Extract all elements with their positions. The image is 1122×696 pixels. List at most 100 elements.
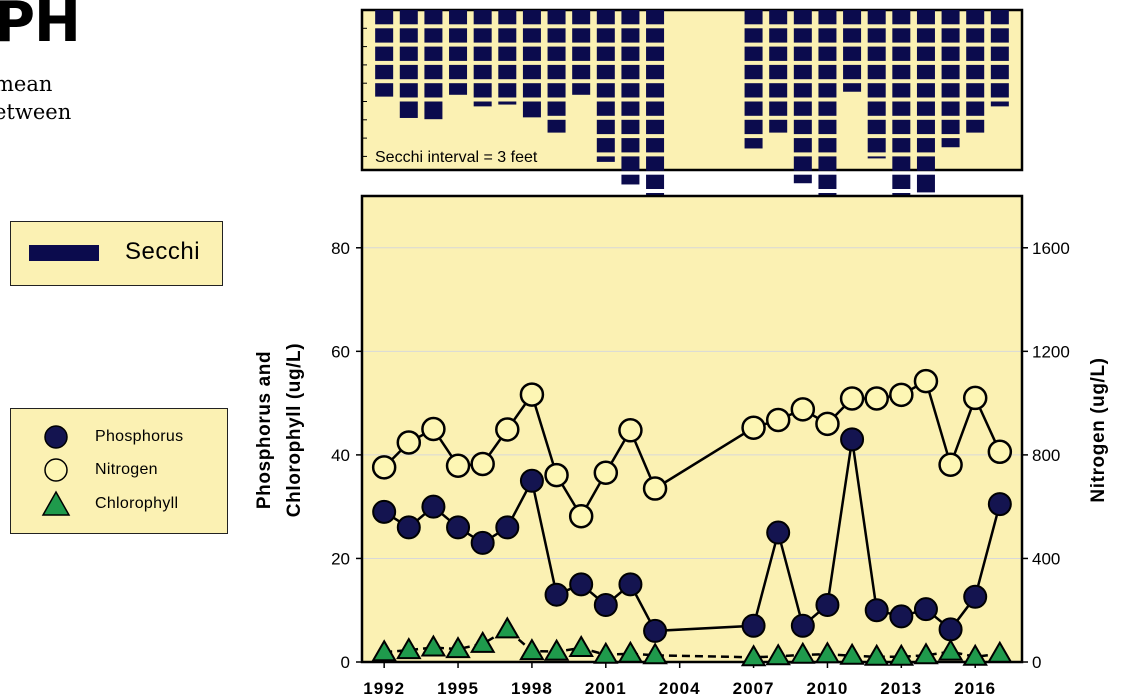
- secchi-bar-block: [990, 83, 1009, 98]
- chlorophyll-point: [519, 638, 545, 661]
- secchi-bar-block: [916, 138, 935, 153]
- secchi-bar-block: [793, 64, 812, 80]
- secchi-bar-block: [892, 138, 911, 153]
- page-blurb-line-1: mean: [0, 72, 53, 96]
- chlorophyll-point: [962, 643, 988, 666]
- page-blurb-line-2: etween: [0, 100, 72, 124]
- secchi-bar-block: [498, 10, 517, 25]
- chlorophyll-point: [814, 641, 841, 664]
- secchi-bar-block: [596, 119, 615, 135]
- chlorophyll-point: [494, 616, 521, 639]
- secchi-bar: [744, 10, 763, 149]
- nitrogen-point: [470, 451, 495, 477]
- secchi-bar-block: [522, 101, 541, 118]
- y-tick-label: 80: [331, 239, 350, 258]
- secchi-bar-block: [473, 46, 492, 61]
- x-tick-label: 1995: [437, 679, 479, 696]
- secchi-bar-block: [621, 10, 640, 25]
- secchi-bar-block: [867, 138, 886, 153]
- chlorophyll-point: [445, 636, 471, 659]
- secchi-bar-block: [941, 119, 960, 135]
- secchi-bar-block: [892, 46, 911, 61]
- secchi-bar: [547, 10, 566, 133]
- secchi-bar: [867, 10, 886, 159]
- y2-tick-label: 1200: [1032, 342, 1070, 361]
- x-tick-label: 2016: [954, 679, 996, 696]
- secchi-bar-block: [769, 10, 788, 25]
- secchi-bar-block: [867, 28, 886, 43]
- legend-label-chlorophyll: Chlorophyll: [95, 495, 179, 512]
- secchi-bar-block: [621, 174, 640, 185]
- secchi-bar-block: [793, 83, 812, 98]
- secchi-bar-block: [941, 101, 960, 116]
- legend-label-nitrogen: Nitrogen: [95, 461, 158, 478]
- secchi-bar-block: [399, 83, 418, 98]
- secchi-bar-block: [892, 119, 911, 135]
- secchi-bar-block: [990, 101, 1009, 107]
- secchi-bar-block: [547, 101, 566, 116]
- secchi-bar-block: [473, 64, 492, 80]
- phosphorus-marker-icon: [44, 425, 68, 449]
- secchi-bar-block: [867, 64, 886, 80]
- secchi-bar-block: [522, 28, 541, 43]
- y2-tick-label: 1600: [1032, 239, 1070, 258]
- nitrogen-point: [568, 503, 594, 529]
- secchi-bar-block: [473, 10, 492, 25]
- nitrogen-point: [396, 430, 422, 455]
- secchi-bar-block: [449, 28, 468, 43]
- chlorophyll-line: [384, 627, 1000, 659]
- secchi-bar-block: [572, 10, 591, 25]
- secchi-bar-block: [449, 46, 468, 61]
- secchi-bar-block: [867, 156, 886, 159]
- secchi-bar-block: [843, 46, 862, 61]
- secchi-bar-block: [793, 174, 812, 184]
- secchi-bar-block: [399, 28, 418, 43]
- page-blurb: mean etween: [0, 70, 89, 126]
- secchi-bar-block: [892, 28, 911, 43]
- legend-item-phosphorus: Phosphorus: [11, 422, 227, 452]
- secchi-bar-block: [966, 119, 985, 133]
- chlorophyll-point: [888, 643, 915, 666]
- secchi-bar-block: [867, 83, 886, 98]
- secchi-bar-block: [818, 156, 837, 171]
- secchi-bar-block: [646, 46, 665, 61]
- nitrogen-point: [741, 415, 766, 440]
- phosphorus-point: [790, 613, 815, 638]
- nitrogen-point: [445, 453, 471, 479]
- secchi-bar-block: [424, 83, 443, 98]
- nitrogen-point: [938, 452, 963, 477]
- phosphorus-point: [593, 593, 618, 618]
- secchi-bar-block: [793, 156, 812, 171]
- phosphorus-point: [766, 520, 791, 545]
- secchi-panel-frame: [360, 8, 1024, 172]
- secchi-bar-block: [769, 83, 788, 98]
- secchi-bar-block: [990, 28, 1009, 43]
- secchi-bar-block: [916, 101, 935, 116]
- secchi-bar: [941, 10, 960, 148]
- secchi-bar-block: [547, 64, 566, 80]
- secchi-bar-block: [473, 83, 492, 98]
- secchi-bar-block: [744, 119, 763, 135]
- nitrogen-point: [495, 417, 520, 442]
- secchi-bar-block: [867, 119, 886, 135]
- phosphorus-point: [741, 613, 766, 638]
- secchi-bar: [916, 10, 935, 193]
- legend-item-nitrogen: Nitrogen: [11, 455, 227, 485]
- secchi-bar-block: [424, 101, 443, 120]
- plot-area: [362, 196, 1022, 662]
- secchi-bar-block: [892, 10, 911, 25]
- secchi-bar-block: [744, 101, 763, 116]
- chlorophyll-point: [937, 638, 964, 661]
- secchi-bar: [818, 10, 837, 221]
- secchi-bar-block: [843, 28, 862, 43]
- secchi-bar-block: [572, 83, 591, 95]
- secchi-bar-block: [916, 83, 935, 98]
- secchi-bar-block: [818, 10, 837, 25]
- phosphorus-point: [396, 515, 421, 540]
- secchi-bar-block: [769, 28, 788, 43]
- secchi-bar-block: [744, 46, 763, 61]
- secchi-bar-block: [966, 46, 985, 61]
- chlorophyll-point: [568, 635, 594, 657]
- secchi-bar-block: [399, 46, 418, 61]
- nitrogen-point: [544, 462, 569, 488]
